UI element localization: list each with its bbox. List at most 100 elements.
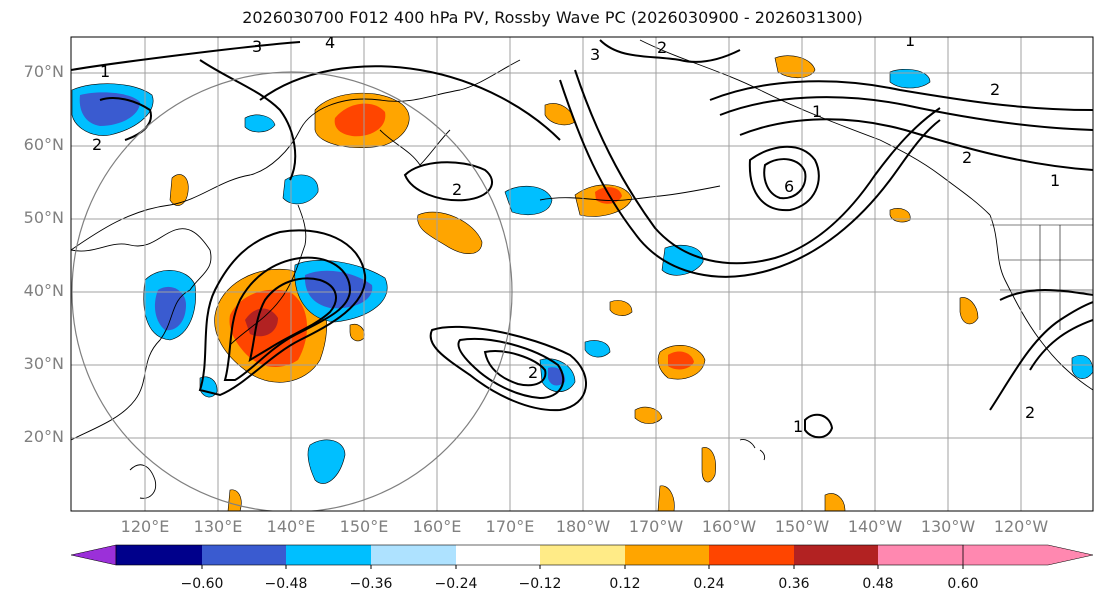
gridlines [71, 37, 1093, 511]
asia-coastline [71, 59, 521, 251]
us-state-borders [990, 224, 1093, 330]
pv-contour [804, 413, 834, 439]
pv-contour [403, 161, 493, 202]
latitude-label: 40°N [23, 281, 64, 300]
positive-anomaly-patch [774, 55, 816, 79]
kamchatka-coastline [379, 129, 451, 166]
contour-label: 3 [590, 45, 600, 64]
contour-label: 4 [325, 33, 335, 52]
longitude-label: 180°W [555, 517, 611, 536]
positive-anomaly-patch [657, 485, 675, 511]
longitude-label: 140°E [266, 517, 316, 536]
pv-contour [198, 229, 367, 397]
colorbar-extend-low [70, 544, 117, 566]
latitude-label: 60°N [23, 135, 64, 154]
contour-label: 2 [92, 135, 102, 154]
pv-contour [71, 41, 301, 71]
colorbar-segment [286, 545, 371, 565]
contour-label: 1 [905, 31, 915, 50]
positive-anomaly-patch [334, 103, 386, 137]
pv-contour [199, 59, 297, 181]
colorbar-tick-label: −0.60 [180, 576, 224, 592]
contour-label: 1 [1050, 171, 1060, 190]
pv-contour [599, 39, 741, 63]
contour-label: 1 [100, 62, 110, 81]
contour-label: 2 [452, 180, 462, 199]
pv-contour [99, 97, 152, 141]
negative-anomaly-patch [889, 69, 931, 89]
colorbar-extend-high [962, 544, 1094, 566]
contour-label: 2 [962, 148, 972, 167]
asia-coastline [71, 228, 212, 441]
colorbar-segment [456, 545, 540, 565]
longitude-label: 160°W [701, 517, 757, 536]
colorbar-segment [794, 545, 878, 565]
hawaii-islands [739, 439, 766, 461]
negative-anomaly-patch [307, 439, 346, 484]
positive-anomaly-patch [634, 406, 663, 424]
pv-contour [574, 69, 941, 265]
contour-label: 1 [812, 102, 822, 121]
colorbar-tick-label: −0.36 [349, 576, 393, 592]
positive-anomaly-patch [701, 447, 716, 483]
pv-contour [719, 96, 1093, 131]
map-title: 2026030700 F012 400 hPa PV, Rossby Wave … [242, 8, 863, 27]
pv-contour [748, 145, 820, 212]
pv-contour [223, 256, 352, 381]
pv-contour [739, 118, 1093, 171]
negative-anomaly-patch [282, 174, 319, 205]
colorbar-segment [625, 545, 709, 565]
negative-anomaly-patch [154, 286, 186, 331]
colorbar-tick-label: 0.48 [862, 576, 894, 592]
philippines-coastline [129, 464, 157, 499]
longitude-label: 140°W [847, 517, 903, 536]
longitude-label: 170°E [485, 517, 535, 536]
contour-label: 2 [1025, 403, 1035, 422]
alaska-coastline [639, 39, 991, 216]
negative-anomaly-patch [244, 114, 276, 133]
longitude-label: 120°W [993, 517, 1049, 536]
latitude-label: 30°N [23, 354, 64, 373]
colorbar-tick-label: 0.24 [693, 576, 725, 592]
colorbar-segment [878, 545, 963, 565]
map-frame [70, 36, 1094, 512]
contour-label: 2 [528, 363, 538, 382]
colorbar-segment [709, 545, 794, 565]
longitude-label: 130°W [920, 517, 976, 536]
colorbar-tick-label: 0.36 [778, 576, 810, 592]
negative-anomaly-patch [584, 340, 611, 358]
map-background [71, 37, 1093, 511]
negative-anomaly-patch [79, 92, 140, 126]
positive-anomaly-patch [959, 297, 979, 325]
contour-label: 3 [252, 37, 262, 56]
pv-contour [248, 277, 337, 363]
negative-anomaly-patch [504, 185, 553, 215]
contour-label: 2 [990, 80, 1000, 99]
positive-anomaly-patch [609, 300, 633, 316]
pv-contour [989, 301, 1093, 411]
contour-label: 1 [793, 417, 803, 436]
latitude-label: 70°N [23, 62, 64, 81]
positive-anomaly-patch [245, 308, 278, 337]
contour-label: 2 [657, 38, 667, 57]
pv-contour [999, 289, 1093, 301]
pv-contour [559, 79, 941, 278]
colorbar-segment [371, 545, 456, 565]
colorbar-tick-label: −0.48 [264, 576, 308, 592]
pv-contour [457, 337, 565, 400]
colorbar-ticks [201, 565, 964, 569]
positive-anomaly-patch [417, 211, 483, 254]
longitude-label: 170°W [628, 517, 684, 536]
longitude-label: 130°E [193, 517, 243, 536]
colorbar-segment [540, 545, 625, 565]
latitude-label: 50°N [23, 208, 64, 227]
contour-label-group: 1 1 1 1 1 2 2 2 2 2 2 2 3 3 4 6 [92, 31, 1060, 436]
colorbar [70, 544, 1094, 569]
aleutian-islands [539, 185, 721, 201]
colorbar-tick-label: −0.12 [518, 576, 562, 592]
pv-contour [259, 65, 561, 141]
pv-contour [709, 80, 1093, 111]
japan-coastline [229, 204, 307, 346]
contour-label: 6 [784, 177, 794, 196]
